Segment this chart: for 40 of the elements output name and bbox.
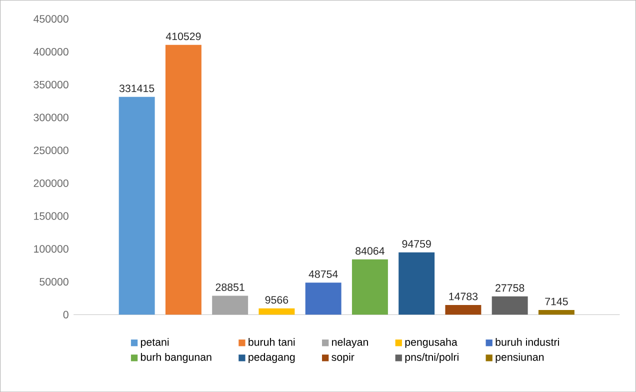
- y-tick-label: 100000: [34, 245, 68, 253]
- legend-label: burh bangunan: [140, 352, 212, 363]
- legend-label: pensiunan: [496, 352, 544, 363]
- legend-label: pns/tni/polri: [405, 352, 458, 363]
- data-label: 410529: [166, 32, 201, 40]
- data-label: 9566: [265, 296, 288, 304]
- bar: [352, 259, 388, 315]
- legend-label: pengusaha: [405, 338, 458, 348]
- legend-label: buruh industri: [496, 338, 559, 346]
- y-tick-label: 250000: [34, 146, 68, 154]
- y-tick-label: 350000: [34, 80, 68, 88]
- y-tick-label: 50000: [40, 278, 68, 286]
- data-label: 94759: [402, 240, 431, 248]
- data-label: 48754: [308, 270, 338, 278]
- y-tick-label: 200000: [34, 179, 68, 187]
- legend-label: pedagang: [248, 352, 295, 363]
- data-label: 7145: [545, 298, 568, 306]
- data-label: 27758: [496, 284, 524, 292]
- bar: [305, 282, 342, 315]
- bar: [118, 96, 155, 315]
- bar: [445, 304, 482, 315]
- bar: [212, 296, 248, 315]
- legend-label: sopir: [332, 352, 354, 363]
- legend-label: nelayan: [332, 338, 368, 348]
- bar: [258, 308, 295, 315]
- bar: [398, 252, 435, 315]
- bar: [492, 296, 528, 315]
- data-label: 28851: [216, 283, 244, 291]
- y-tick-label: 0: [63, 310, 68, 318]
- y-tick-label: 300000: [34, 114, 68, 122]
- bar: [538, 310, 574, 315]
- y-tick-label: 450000: [34, 15, 68, 23]
- data-label: 14783: [449, 292, 478, 300]
- y-tick-label: 400000: [34, 48, 68, 56]
- data-label: 331415: [119, 84, 154, 92]
- legend-label: buruh tani: [248, 338, 295, 346]
- legend-label: petani: [140, 338, 169, 348]
- bar: [165, 44, 202, 315]
- data-label: 84064: [356, 247, 384, 255]
- y-tick-label: 150000: [34, 212, 68, 220]
